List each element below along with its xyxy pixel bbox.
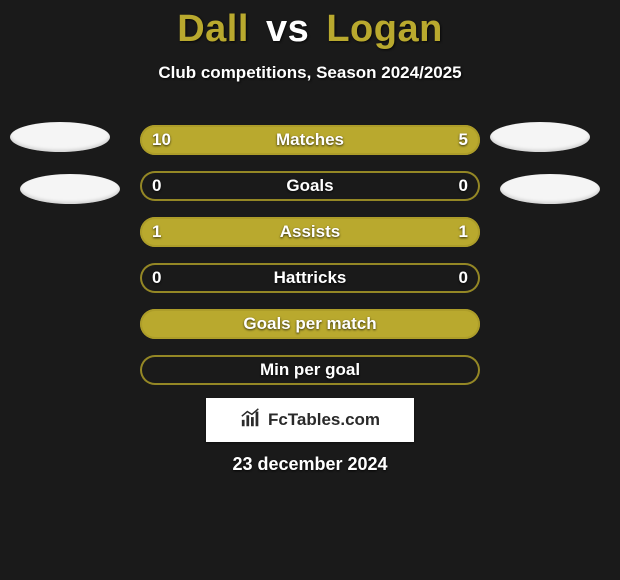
page-title: Dall vs Logan xyxy=(0,0,620,51)
bar-chart-icon xyxy=(240,407,262,434)
footer-date: 23 december 2024 xyxy=(0,454,620,475)
stat-row: Goals per match xyxy=(0,309,620,339)
stat-row: Assists11 xyxy=(0,217,620,247)
decorative-oval xyxy=(20,174,120,204)
vs-label: vs xyxy=(266,8,309,50)
player1-name: Dall xyxy=(177,8,249,50)
stat-bar-left xyxy=(140,125,367,155)
player2-name: Logan xyxy=(326,8,442,50)
stat-bar-track xyxy=(140,125,480,155)
stat-row: Min per goal xyxy=(0,355,620,385)
stat-bar-left xyxy=(140,217,310,247)
decorative-oval xyxy=(500,174,600,204)
stat-bar-track xyxy=(140,309,480,339)
stat-bar-track xyxy=(140,171,480,201)
stat-bar-right xyxy=(367,125,480,155)
subtitle: Club competitions, Season 2024/2025 xyxy=(0,63,620,83)
stat-bar-left xyxy=(140,309,480,339)
stats-container: Matches105Goals00Assists11Hattricks00Goa… xyxy=(0,125,620,385)
stat-bar-track xyxy=(140,217,480,247)
footer-site-label: FcTables.com xyxy=(268,410,380,430)
stat-bar-track xyxy=(140,355,480,385)
decorative-oval xyxy=(10,122,110,152)
decorative-oval xyxy=(490,122,590,152)
stat-bar-track xyxy=(140,263,480,293)
stat-bar-right xyxy=(310,217,480,247)
footer-badge[interactable]: FcTables.com xyxy=(206,398,414,442)
stat-row: Hattricks00 xyxy=(0,263,620,293)
